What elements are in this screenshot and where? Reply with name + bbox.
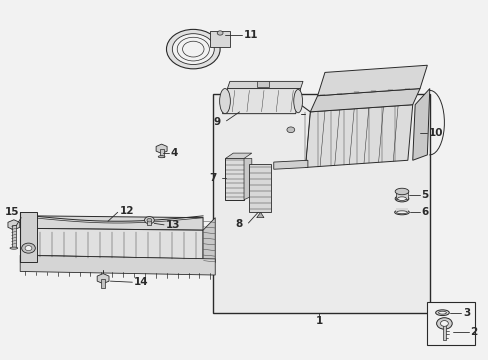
Polygon shape xyxy=(256,212,264,218)
Text: 4: 4 xyxy=(170,148,178,158)
Bar xyxy=(427,302,474,345)
Polygon shape xyxy=(222,89,300,114)
Text: 5: 5 xyxy=(421,190,428,200)
Polygon shape xyxy=(32,228,203,259)
Text: 3: 3 xyxy=(462,308,469,318)
Text: 10: 10 xyxy=(428,129,443,138)
Ellipse shape xyxy=(438,311,446,314)
Circle shape xyxy=(436,318,451,329)
Text: 9: 9 xyxy=(214,117,221,127)
Bar xyxy=(442,323,445,339)
Bar xyxy=(225,158,244,200)
Bar xyxy=(395,208,407,212)
Circle shape xyxy=(286,127,294,133)
Bar xyxy=(210,31,229,47)
Bar xyxy=(159,149,163,157)
Polygon shape xyxy=(249,164,271,212)
Circle shape xyxy=(21,243,35,253)
Text: 8: 8 xyxy=(235,219,243,229)
Bar xyxy=(395,192,407,199)
Polygon shape xyxy=(244,158,251,200)
Bar xyxy=(101,279,105,288)
Text: 13: 13 xyxy=(165,220,180,230)
Bar xyxy=(256,81,268,87)
Polygon shape xyxy=(225,153,251,158)
Text: 11: 11 xyxy=(243,30,258,40)
Polygon shape xyxy=(20,212,37,262)
Polygon shape xyxy=(305,105,412,167)
Polygon shape xyxy=(20,255,215,275)
Ellipse shape xyxy=(435,310,448,316)
Circle shape xyxy=(182,41,203,57)
Text: 12: 12 xyxy=(120,206,134,216)
Ellipse shape xyxy=(394,210,408,215)
Circle shape xyxy=(172,34,214,64)
Circle shape xyxy=(440,320,447,326)
Text: 1: 1 xyxy=(315,316,322,325)
Text: 2: 2 xyxy=(469,327,477,337)
Circle shape xyxy=(177,37,209,61)
Text: 6: 6 xyxy=(421,207,428,217)
Polygon shape xyxy=(32,216,203,230)
Polygon shape xyxy=(273,160,307,169)
Text: 7: 7 xyxy=(209,173,216,183)
Circle shape xyxy=(25,246,32,251)
Polygon shape xyxy=(412,89,429,160)
Bar xyxy=(12,225,16,248)
Text: 15: 15 xyxy=(4,207,19,217)
Ellipse shape xyxy=(219,89,230,114)
Circle shape xyxy=(147,219,152,222)
Text: 14: 14 xyxy=(134,277,149,287)
Ellipse shape xyxy=(394,195,408,202)
Ellipse shape xyxy=(10,247,18,249)
Polygon shape xyxy=(317,65,427,96)
Circle shape xyxy=(166,30,220,69)
Bar xyxy=(147,220,151,225)
Ellipse shape xyxy=(293,89,302,113)
Bar xyxy=(212,94,429,313)
Circle shape xyxy=(144,217,154,224)
Polygon shape xyxy=(227,81,303,89)
Polygon shape xyxy=(310,89,419,112)
Ellipse shape xyxy=(397,197,406,201)
Circle shape xyxy=(217,31,223,35)
Ellipse shape xyxy=(396,211,407,214)
Ellipse shape xyxy=(158,156,164,158)
Ellipse shape xyxy=(394,188,408,195)
Polygon shape xyxy=(203,218,215,262)
